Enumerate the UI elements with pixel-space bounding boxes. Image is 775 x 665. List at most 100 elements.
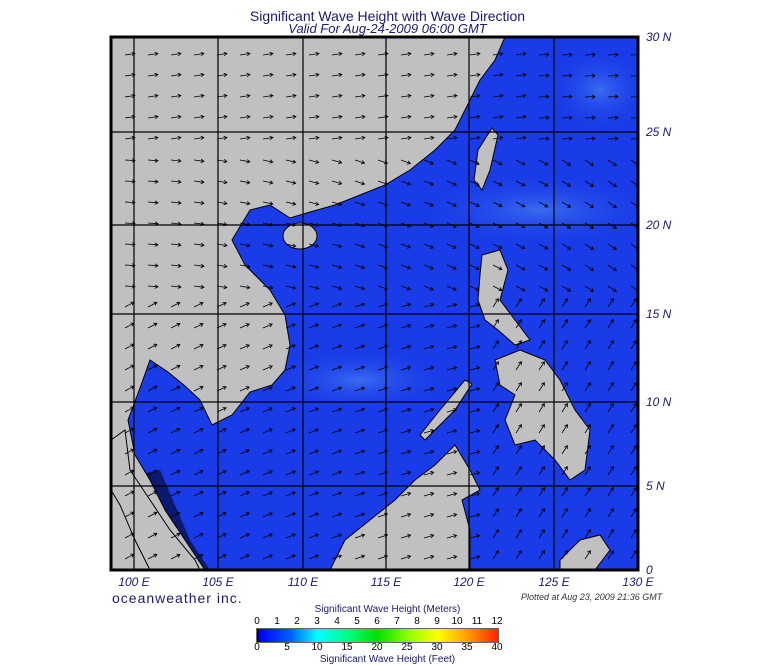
wave-arrow bbox=[239, 135, 251, 141]
wave-arrow bbox=[538, 159, 549, 166]
wave-arrow bbox=[400, 135, 412, 141]
wave-arrow bbox=[239, 470, 250, 476]
wave-arrow bbox=[239, 93, 251, 99]
wave-arrow bbox=[446, 93, 458, 99]
wave-arrow bbox=[331, 449, 343, 455]
wave-arrow bbox=[124, 301, 135, 308]
wave-arrow bbox=[515, 360, 522, 371]
wave-arrow bbox=[308, 344, 320, 350]
wave-arrow bbox=[262, 264, 274, 269]
wave-arrow bbox=[193, 135, 205, 141]
wave-arrow bbox=[308, 159, 320, 164]
wave-arrow bbox=[492, 159, 503, 166]
wave-arrow bbox=[331, 135, 343, 141]
wave-arrow bbox=[239, 491, 250, 497]
wave-arrow bbox=[377, 386, 389, 392]
wave-arrow bbox=[193, 221, 205, 227]
graticule bbox=[111, 37, 638, 570]
wave-arrow bbox=[331, 51, 343, 57]
colorbar-meters-tick: 8 bbox=[414, 616, 420, 627]
wave-arrow bbox=[607, 423, 614, 434]
wave-arrow bbox=[400, 470, 412, 476]
lon-label: 110 E bbox=[287, 575, 319, 589]
wave-arrow bbox=[239, 302, 250, 308]
colorbar-meters-tick: 3 bbox=[314, 616, 320, 627]
wave-arrow bbox=[170, 72, 182, 78]
wave-arrow bbox=[469, 366, 481, 371]
wave-arrow bbox=[607, 222, 617, 230]
wave-arrow bbox=[492, 93, 504, 99]
wave-arrow bbox=[216, 365, 227, 371]
wave-arrow bbox=[239, 51, 251, 57]
wave-arrow bbox=[285, 407, 297, 413]
wave-arrow bbox=[124, 322, 135, 329]
wave-arrow bbox=[446, 345, 458, 350]
wave-arrow bbox=[354, 491, 366, 497]
wave-arrow bbox=[147, 532, 158, 539]
colorbar-feet-label: Significant Wave Height (Feet) bbox=[319, 654, 456, 665]
wave-arrow bbox=[262, 344, 273, 350]
wave-arrow bbox=[400, 114, 412, 120]
wave-arrow bbox=[170, 553, 181, 560]
wave-arrow bbox=[216, 386, 227, 392]
wave-arrow bbox=[147, 364, 158, 371]
colorbar-meters-label: Significant Wave Height (Meters) bbox=[314, 604, 461, 615]
wave-arrow bbox=[354, 344, 366, 350]
luzon bbox=[477, 249, 531, 346]
wave-arrow bbox=[354, 180, 366, 186]
wave-arrow bbox=[515, 465, 522, 476]
wave-arrow bbox=[239, 344, 250, 350]
wave-arrow bbox=[216, 491, 227, 497]
hainan-island bbox=[282, 222, 318, 250]
wave-arrow bbox=[561, 115, 573, 120]
wave-arrow bbox=[170, 511, 181, 518]
wave-arrow bbox=[354, 264, 366, 270]
wave-arrow bbox=[124, 263, 136, 268]
wave-arrow bbox=[170, 301, 181, 308]
wave-arrow bbox=[262, 201, 274, 206]
wave-arrow bbox=[285, 428, 297, 434]
wave-arrow bbox=[446, 471, 458, 476]
wave-arrow bbox=[446, 555, 458, 560]
colorbar-feet-tick: 35 bbox=[461, 642, 473, 653]
wave-arrow bbox=[561, 180, 572, 187]
wave-arrow bbox=[170, 322, 181, 329]
wave-arrow bbox=[285, 135, 297, 141]
wave-arrow bbox=[262, 554, 273, 560]
wave-arrow bbox=[308, 51, 320, 57]
wave-arrow bbox=[147, 448, 158, 455]
wave-arrow bbox=[400, 180, 412, 186]
wave-arrow bbox=[561, 201, 572, 208]
wave-arrow bbox=[469, 285, 480, 291]
wave-arrow bbox=[147, 135, 159, 141]
wave-arrow bbox=[308, 533, 320, 539]
wave-arrow bbox=[193, 158, 205, 164]
wave-arrow bbox=[216, 179, 228, 185]
wave-arrow bbox=[584, 528, 591, 539]
wave-arrow bbox=[216, 428, 227, 434]
wave-arrow bbox=[308, 365, 320, 371]
wave-arrow bbox=[446, 264, 457, 270]
colorbar-meters-tick: 2 bbox=[294, 616, 300, 627]
wave-arrow bbox=[607, 243, 617, 251]
wave-arrow bbox=[377, 470, 389, 476]
wave-arrow bbox=[377, 51, 389, 57]
wave-arrow bbox=[262, 533, 273, 539]
wave-arrow bbox=[469, 159, 480, 165]
wave-arrow bbox=[193, 114, 205, 120]
wave-arrow bbox=[538, 486, 545, 497]
wave-arrow bbox=[239, 222, 251, 227]
wave-arrow bbox=[423, 93, 435, 99]
wave-arrow bbox=[193, 448, 204, 455]
wave-arrow bbox=[515, 285, 526, 292]
wave-arrow bbox=[492, 339, 499, 350]
wave-arrow bbox=[308, 243, 320, 248]
wave-arrow bbox=[538, 339, 545, 350]
wave-arrow bbox=[469, 51, 481, 57]
colorbar-meters-tick: 11 bbox=[471, 616, 483, 627]
wave-arrow bbox=[308, 285, 320, 290]
wave-arrow bbox=[239, 365, 250, 371]
wave-arrow bbox=[377, 365, 389, 371]
wave-arrow bbox=[561, 549, 568, 560]
wave-arrow bbox=[492, 264, 503, 271]
